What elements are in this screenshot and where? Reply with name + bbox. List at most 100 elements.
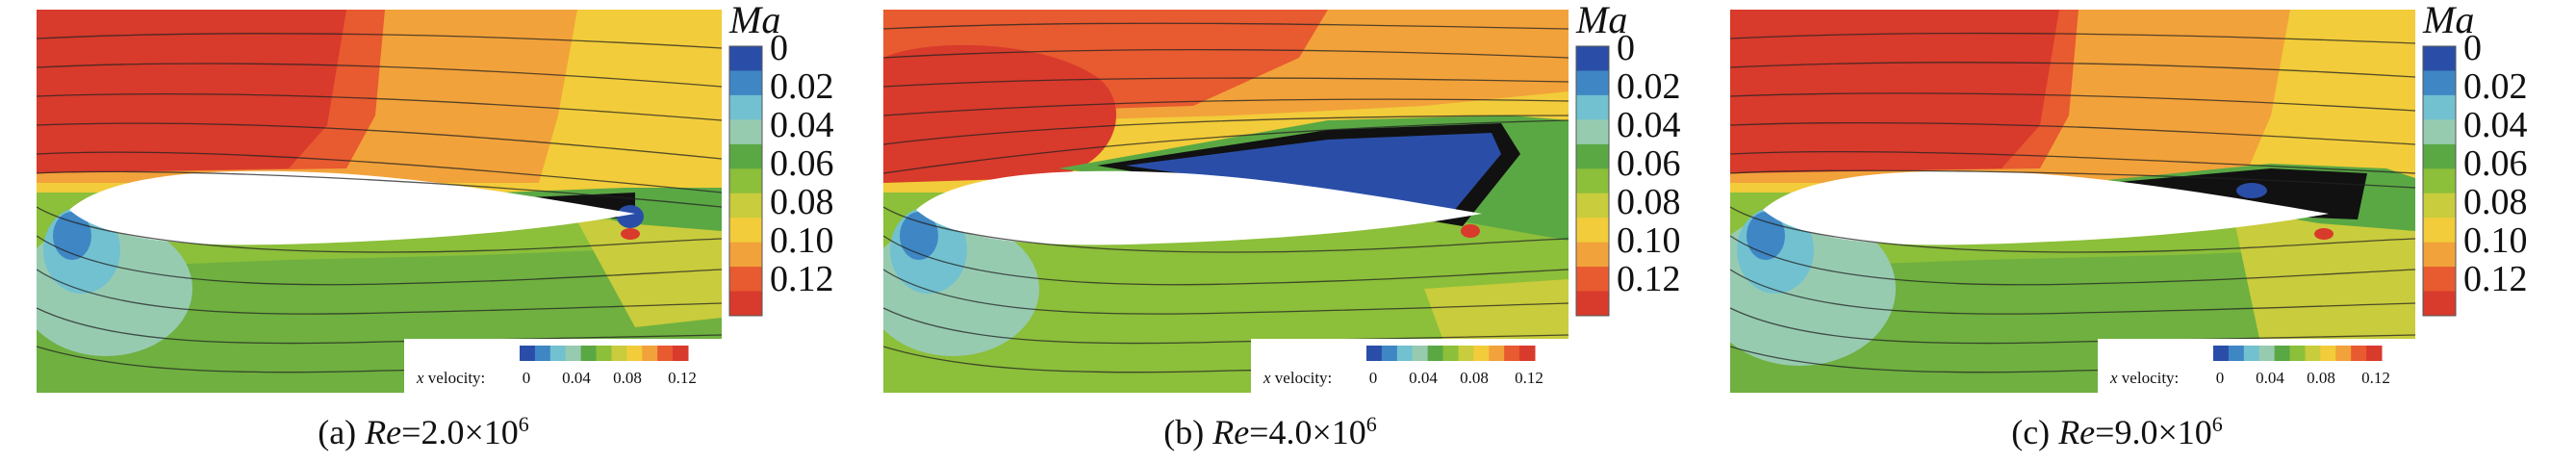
contour-field-c <box>1730 10 2415 393</box>
legend-swatch <box>565 346 582 361</box>
colorbar-swatch <box>1576 168 1609 194</box>
colorbar-swatch <box>2423 291 2456 317</box>
colorbar-tick: 0.12 <box>2463 259 2528 299</box>
colorbar-swatch <box>729 168 762 194</box>
colorbar-tick: 0.02 <box>2463 66 2528 107</box>
colorbar-a <box>728 45 763 317</box>
colorbar-tick: 0.08 <box>770 182 834 222</box>
colorbar-tick: 0.04 <box>1617 105 1681 145</box>
legend-tick: 0 <box>1369 369 1378 387</box>
legend-swatch <box>2320 346 2336 361</box>
legend-tick: 0.12 <box>2361 369 2390 387</box>
caption-b: (b) Re=4.0×106 <box>1163 412 1377 451</box>
legend-swatch <box>580 346 598 361</box>
colorbar-tick: 0.06 <box>770 143 834 184</box>
colorbar-swatch <box>2423 119 2456 145</box>
legend-swatch <box>2213 346 2230 361</box>
colorbar-swatch <box>2423 46 2456 71</box>
legend-tick: 0.04 <box>2256 369 2284 387</box>
colorbar-swatch <box>2423 168 2456 194</box>
colorbar-swatch <box>1576 291 1609 317</box>
colorbar-border <box>2422 45 2457 317</box>
colorbar-swatch <box>2423 193 2456 219</box>
colorbar-swatch <box>2423 143 2456 169</box>
legend-swatch <box>2228 346 2245 361</box>
colorbar-tick: 0 <box>2463 28 2482 68</box>
colorbar-title-a: Ma <box>728 0 780 41</box>
colorbar-swatch <box>2423 94 2456 120</box>
legend-swatch <box>1504 346 1520 361</box>
legend-swatch <box>1412 346 1429 361</box>
contour-field-a <box>37 10 722 393</box>
colorbar-swatch <box>1576 193 1609 219</box>
legend-swatch <box>642 346 658 361</box>
panel-a: x velocity: 0 0.04 0.08 0.12 Ma 0 0.02 0… <box>0 0 847 463</box>
colorbar-tick: 0.10 <box>1617 220 1681 261</box>
colorbar-tick: 0.12 <box>1617 259 1681 299</box>
legend-swatch <box>549 346 567 361</box>
colorbar-swatch <box>729 119 762 145</box>
legend-swatch <box>2366 346 2383 361</box>
colorbar-tick: 0.08 <box>2463 182 2528 222</box>
colorbar-swatch <box>729 291 762 317</box>
legend-swatch <box>657 346 674 361</box>
legend-swatch <box>1396 346 1414 361</box>
legend-tick: 0.08 <box>613 369 642 387</box>
colorbar-swatch <box>729 143 762 169</box>
colorbar-swatch <box>2423 267 2456 293</box>
caption-c: (c) Re=9.0×106 <box>2011 412 2223 451</box>
legend-swatch <box>596 346 612 361</box>
legend-swatch <box>1366 346 1383 361</box>
flow-field-b: x velocity: 0 0.04 0.08 0.12 Ma 0 0.02 0… <box>883 0 1681 393</box>
colorbar-c <box>2422 45 2457 317</box>
colorbar-swatch <box>729 46 762 71</box>
colorbar-title-c: Ma <box>2422 0 2474 41</box>
legend-swatch <box>2274 346 2291 361</box>
legend-swatch <box>2335 346 2352 361</box>
colorbar-swatch <box>729 242 762 268</box>
legend-swatch <box>520 346 536 361</box>
legend-swatch <box>2305 346 2321 361</box>
colorbar-tick: 0.06 <box>1617 143 1681 184</box>
panel-b: x velocity: 0 0.04 0.08 0.12 Ma 0 0.02 0… <box>847 0 1694 463</box>
colorbar-tick: 0 <box>1617 28 1635 68</box>
legend-swatch <box>673 346 689 361</box>
legend-swatch <box>1442 346 1459 361</box>
colorbar-swatch <box>729 193 762 219</box>
colorbar-swatch <box>729 267 762 293</box>
legend-swatch <box>1381 346 1398 361</box>
legend-tick: 0.12 <box>668 369 697 387</box>
legend-strip-a <box>520 346 689 361</box>
colorbar-ticks-b: 0 0.02 0.04 0.06 0.08 0.10 0.12 <box>1617 28 1681 299</box>
colorbar-swatch <box>729 94 762 120</box>
legend-tick: 0.12 <box>1515 369 1543 387</box>
colorbar-b <box>1575 45 1610 317</box>
legend-tick: 0.08 <box>1460 369 1489 387</box>
colorbar-swatch <box>1576 242 1609 268</box>
legend-swatch <box>2289 346 2306 361</box>
colorbar-swatch <box>729 218 762 244</box>
legend-tick: 0.08 <box>2307 369 2335 387</box>
legend-label-c: x velocity: <box>2109 369 2179 387</box>
colorbar-tick: 0.02 <box>770 66 834 107</box>
legend-swatch <box>1458 346 1474 361</box>
contour-field-b <box>883 10 1569 393</box>
legend-swatch <box>534 346 551 361</box>
flow-field-c: x velocity: 0 0.04 0.08 0.12 Ma 0 0.02 0… <box>1730 0 2528 393</box>
colorbar-tick: 0.10 <box>770 220 834 261</box>
legend-swatch <box>1427 346 1444 361</box>
colorbar-swatch <box>2423 242 2456 268</box>
colorbar-swatch <box>1576 143 1609 169</box>
panel-c: x velocity: 0 0.04 0.08 0.12 Ma 0 0.02 0… <box>1694 0 2540 463</box>
legend-swatch <box>626 346 643 361</box>
colorbar-swatch <box>1576 94 1609 120</box>
legend-swatch <box>611 346 627 361</box>
legend-swatch <box>1489 346 1505 361</box>
legend-tick: 0.04 <box>562 369 591 387</box>
legend-swatch <box>2258 346 2276 361</box>
colorbar-tick: 0 <box>770 28 788 68</box>
legend-label-b: x velocity: <box>1262 369 1332 387</box>
colorbar-swatch <box>1576 70 1609 96</box>
legend-tick: 0 <box>523 369 531 387</box>
colorbar-tick: 0.10 <box>2463 220 2528 261</box>
